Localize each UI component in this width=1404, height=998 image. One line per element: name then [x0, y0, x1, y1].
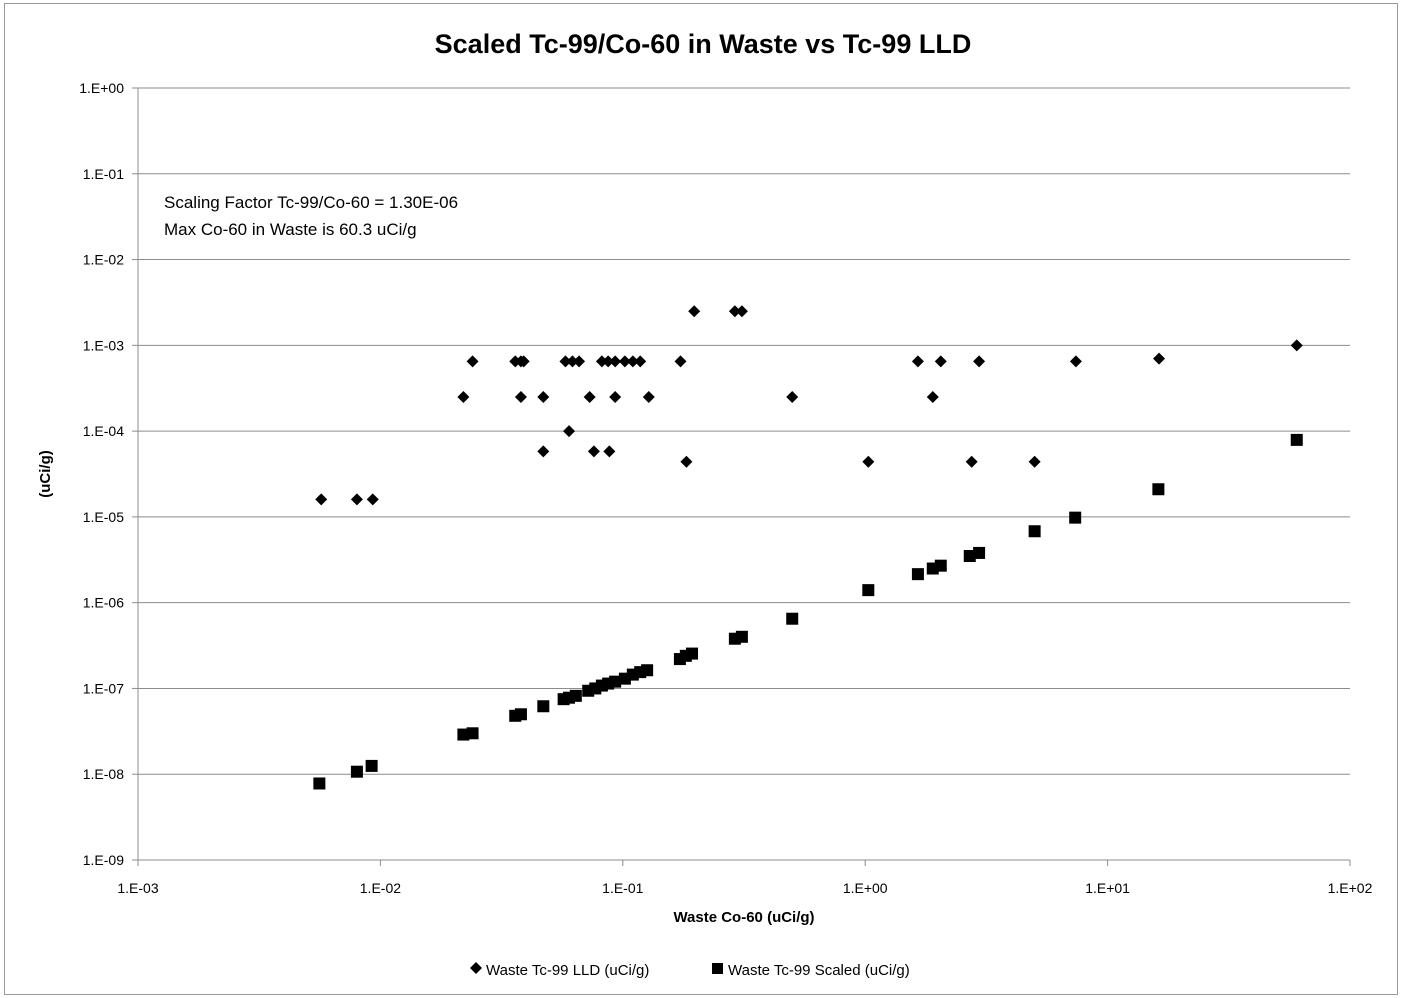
gridlines: [138, 87, 1350, 775]
annotation-scaling-factor: Scaling Factor Tc-99/Co-60 = 1.30E-06: [164, 193, 458, 212]
chart-frame: [4, 3, 1398, 995]
lld-point: [595, 355, 608, 368]
lld-point: [603, 445, 616, 458]
lld-point: [466, 355, 479, 368]
lld-point: [514, 390, 527, 403]
x-tick-label: 1.E+02: [1328, 880, 1373, 896]
scaled-point: [862, 584, 875, 597]
scaled-point: [569, 689, 582, 702]
x-tick-label: 1.E+01: [1085, 880, 1130, 896]
y-tick-label: 1.E-05: [83, 509, 124, 525]
scaled-point: [365, 759, 378, 772]
lld-point: [1028, 455, 1041, 468]
lld-point: [862, 455, 875, 468]
y-tick-label: 1.E-09: [83, 852, 124, 868]
lld-point: [1290, 339, 1303, 352]
lld-point: [926, 390, 939, 403]
x-tick-label: 1.E+00: [843, 880, 888, 896]
scaled-point: [963, 549, 976, 562]
data-points: [313, 305, 1303, 790]
lld-point: [537, 390, 550, 403]
scaled-point: [313, 777, 326, 790]
lld-point: [366, 493, 379, 506]
legend-label-scaled: Waste Tc-99 Scaled (uCi/g): [728, 962, 910, 979]
legend: Waste Tc-99 LLD (uCi/g) Waste Tc-99 Scal…: [470, 962, 910, 979]
legend-diamond-marker: [470, 962, 482, 974]
y-tick-label: 1.E+00: [79, 80, 124, 96]
scaled-point: [466, 727, 479, 740]
scaled-point: [1290, 433, 1303, 446]
y-tick-label: 1.E-06: [83, 595, 124, 611]
lld-point: [634, 355, 647, 368]
lld-point: [911, 355, 924, 368]
lld-point: [735, 305, 748, 318]
axes: [132, 87, 1351, 866]
lld-point: [350, 493, 363, 506]
scaled-point: [973, 546, 986, 559]
lld-point: [609, 390, 622, 403]
lld-point: [315, 493, 328, 506]
scaled-point: [537, 700, 550, 713]
lld-point: [674, 355, 687, 368]
lld-point: [587, 445, 600, 458]
scaled-point: [1028, 525, 1041, 538]
lld-point: [573, 355, 586, 368]
scaled-point: [350, 765, 363, 778]
lld-point: [537, 445, 550, 458]
scaled-point: [457, 728, 470, 741]
y-tick-label: 1.E-08: [83, 766, 124, 782]
chart-title: Scaled Tc-99/Co-60 in Waste vs Tc-99 LLD: [435, 29, 972, 59]
annotation-max-co60: Max Co-60 in Waste is 60.3 uCi/g: [164, 220, 417, 239]
scaled-point: [1069, 511, 1082, 524]
scaled-point: [1152, 483, 1165, 496]
lld-point: [786, 390, 799, 403]
y-tick-labels: 1.E+00 1.E-01 1.E-02 1.E-03 1.E-04 1.E-05 1.E-…: [79, 80, 124, 868]
lld-point: [609, 355, 622, 368]
lld-point: [688, 305, 701, 318]
scaled-point: [735, 630, 748, 643]
lld-point: [583, 390, 596, 403]
lld-point: [973, 355, 986, 368]
scaled-point: [609, 675, 622, 688]
lld-point: [965, 455, 978, 468]
legend-square-marker: [712, 963, 723, 974]
lld-point: [680, 455, 693, 468]
y-tick-label: 1.E-07: [83, 680, 124, 696]
scaled-point: [911, 568, 924, 581]
lld-point: [1069, 355, 1082, 368]
lld-point: [566, 355, 579, 368]
lld-point: [1153, 352, 1166, 365]
lld-point: [642, 390, 655, 403]
lld-point: [517, 355, 530, 368]
x-axis-label: Waste Co-60 (uCi/g): [673, 909, 814, 926]
lld-point: [602, 355, 615, 368]
scaled-point: [934, 559, 947, 572]
lld-point: [457, 390, 470, 403]
y-tick-label: 1.E-01: [83, 166, 124, 182]
lld-point: [563, 425, 576, 438]
x-tick-label: 1.E-02: [360, 880, 401, 896]
lld-point: [934, 355, 947, 368]
scaled-point: [786, 612, 799, 625]
y-tick-label: 1.E-03: [83, 337, 124, 353]
x-tick-labels: 1.E-03 1.E-02 1.E-01 1.E+00 1.E+01 1.E+02: [117, 880, 1372, 896]
lld-point: [728, 305, 741, 318]
x-tick-label: 1.E-03: [117, 880, 158, 896]
lld-point: [559, 355, 572, 368]
y-axis-label: (uCi/g): [37, 450, 54, 497]
scaled-point: [514, 708, 527, 721]
scaled-point: [641, 664, 654, 677]
x-tick-label: 1.E-01: [602, 880, 643, 896]
lld-point: [626, 355, 639, 368]
y-tick-label: 1.E-02: [83, 252, 124, 268]
y-tick-label: 1.E-04: [83, 423, 124, 439]
legend-label-lld: Waste Tc-99 LLD (uCi/g): [486, 962, 649, 979]
lld-point: [618, 355, 631, 368]
scaled-point: [686, 647, 699, 660]
